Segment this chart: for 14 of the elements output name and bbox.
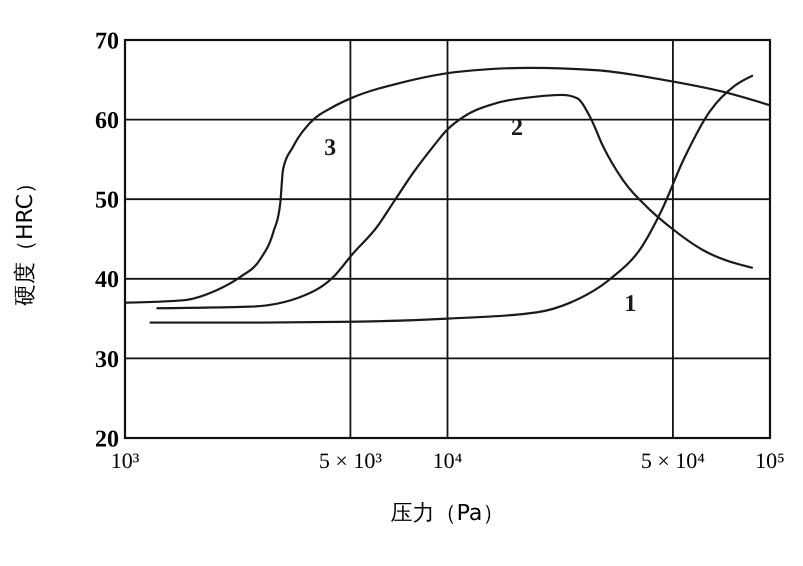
y-tick-label: 30 <box>95 346 119 373</box>
y-tick-label: 60 <box>95 108 119 134</box>
series-label: 3 <box>324 134 336 161</box>
x-axis-title: 压力（Pa） <box>390 501 504 526</box>
series-label: 1 <box>624 290 636 317</box>
x-tick-label: 5 × 10⁴ <box>640 448 706 473</box>
y-axis-title: 硬度（HRC） <box>13 172 38 306</box>
series-label: 2 <box>511 114 524 141</box>
y-tick-label: 70 <box>95 28 119 54</box>
y-tick-label: 50 <box>95 188 119 214</box>
x-tick-label: 5 × 10³ <box>318 448 382 473</box>
x-tick-label: 10⁵ <box>755 448 785 473</box>
x-tick-label: 10⁴ <box>432 448 463 473</box>
y-tick-label: 40 <box>95 267 119 294</box>
